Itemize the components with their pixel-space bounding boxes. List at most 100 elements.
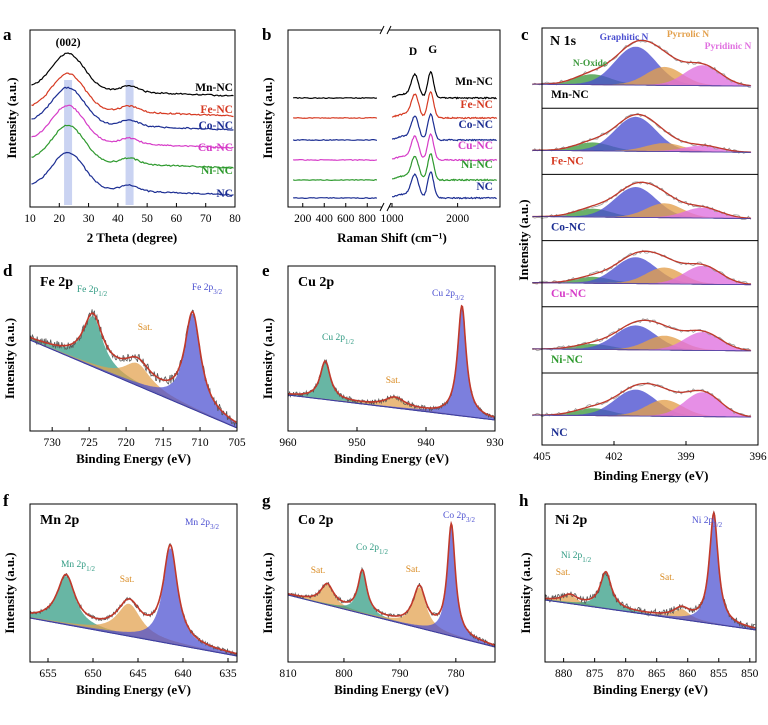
x-axis-label: 2 Theta (degree): [87, 230, 178, 245]
axis-break-mark: [386, 202, 392, 212]
legend-label: NC: [476, 181, 493, 193]
legend-label: Ni-NC: [201, 165, 233, 177]
baseline: [532, 216, 751, 219]
x-tick-label: 200: [294, 213, 312, 225]
peak-label: (002): [56, 37, 81, 49]
plot-frame: [544, 503, 757, 663]
x-tick-label: 875: [586, 668, 604, 680]
series-line: [292, 178, 378, 182]
y-axis-label: Intensity (a.u.): [260, 77, 275, 158]
sample-label: Mn-NC: [551, 89, 589, 101]
x-axis-label: Raman Shift (cm⁻¹): [337, 230, 447, 245]
x-tick-label: 70: [200, 213, 212, 225]
x-tick-label: 960: [279, 437, 297, 449]
series-line: [31, 86, 234, 131]
chart-title: Ni 2p: [555, 513, 588, 528]
x-tick-label: 50: [141, 213, 153, 225]
panel-g: 810 800 790 780 Co 2p Sat. Co 2p1/2 Sat. Co 2p3/…: [260, 491, 496, 697]
peak-label: Mn 2p3/2: [185, 518, 220, 531]
band-label: G: [428, 44, 437, 56]
legend-label: Fe-NC: [200, 104, 233, 116]
sample-label: Ni-NC: [551, 354, 583, 366]
chart-title: Co 2p: [298, 513, 334, 528]
x-tick-label: 720: [117, 437, 135, 449]
legend-label: Co-NC: [459, 119, 494, 131]
series-line: [293, 158, 378, 162]
fit-envelope: [532, 250, 751, 285]
fit-envelope: [29, 310, 237, 423]
x-tick-label: 645: [129, 668, 147, 680]
panel-letter: c: [521, 25, 529, 44]
series-line: [31, 124, 234, 169]
component-label: N-Oxide: [573, 59, 607, 69]
component-fill: [532, 116, 751, 153]
highlight-band: [64, 80, 73, 205]
peak-label: Sat.: [660, 573, 675, 583]
panel-d: 730 725 720 715 710 705 Fe 2p Fe 2p1/2 Sat. Fe 2p…: [2, 261, 246, 466]
peak-label: Ni 2p1/2: [561, 551, 592, 564]
baseline: [532, 149, 751, 153]
x-tick-label: 396: [749, 451, 767, 463]
x-tick-label: 655: [39, 668, 57, 680]
x-tick-label: 30: [83, 213, 95, 225]
chart-title: N 1s: [550, 34, 577, 49]
x-tick-label: 640: [174, 668, 192, 680]
fit-envelope: [532, 382, 751, 418]
x-tick-label: 400: [316, 213, 334, 225]
plot-frame: [29, 503, 238, 663]
plot-frame: [29, 265, 238, 432]
legend-label: Cu-NC: [198, 142, 233, 154]
peak-label: Co 2p3/2: [443, 511, 475, 524]
x-tick-label: 80: [229, 213, 241, 225]
sample-label: Co-NC: [551, 222, 586, 234]
sample-label: Cu-NC: [551, 288, 586, 300]
x-tick-label: 60: [171, 213, 183, 225]
baseline: [287, 394, 495, 421]
fit-envelope: [532, 39, 751, 87]
y-axis-label: Intensity (a.u.): [260, 552, 275, 633]
x-tick-label: 800: [335, 668, 353, 680]
peak-label: Sat.: [386, 376, 401, 386]
peak-fill: [287, 524, 496, 648]
baseline: [287, 594, 496, 648]
fit-envelope: [30, 543, 238, 655]
legend-label: Cu-NC: [458, 140, 493, 152]
x-tick-label: 10: [24, 213, 36, 225]
x-tick-label: 405: [533, 451, 551, 463]
fit-envelope: [532, 181, 751, 219]
x-tick-label: 950: [348, 437, 366, 449]
peak-label: Sat.: [311, 566, 326, 576]
x-tick-label: 399: [677, 451, 695, 463]
panel-letter: f: [3, 491, 9, 510]
baseline: [544, 599, 756, 631]
highlight-band: [125, 80, 134, 205]
legend-label: NC: [216, 188, 233, 200]
panel-h: 880 875 870 865 860 855 850 Ni 2p Sat. Ni 2p1/2 Sa…: [518, 491, 759, 697]
series-line: [391, 132, 498, 162]
axis-break-mark: [379, 25, 385, 35]
series-line: [293, 116, 378, 119]
x-tick-label: 402: [605, 451, 623, 463]
y-axis-label: Intensity (a.u.): [260, 318, 275, 399]
legend-label: Ni-NC: [461, 159, 493, 171]
baseline: [29, 617, 238, 657]
peak-label: Co 2p1/2: [356, 543, 388, 556]
fit-envelope: [287, 520, 496, 646]
baseline: [532, 282, 751, 286]
legend-label: Fe-NC: [460, 99, 493, 111]
x-tick-label: 850: [741, 668, 759, 680]
x-tick-label: 810: [279, 668, 297, 680]
x-tick-label: 710: [191, 437, 209, 449]
sample-label: Fe-NC: [551, 155, 584, 167]
axis-break-gap: [382, 27, 389, 33]
y-axis-label: Intensity (a.u.): [516, 199, 531, 280]
x-tick-label: 780: [447, 668, 465, 680]
x-tick-label: 880: [555, 668, 573, 680]
fit-envelope: [532, 319, 751, 352]
panel-letter: d: [3, 261, 13, 280]
series-line: [392, 171, 497, 200]
x-tick-label: 930: [486, 437, 504, 449]
series-line: [391, 90, 498, 120]
plot-frame: [29, 29, 236, 208]
